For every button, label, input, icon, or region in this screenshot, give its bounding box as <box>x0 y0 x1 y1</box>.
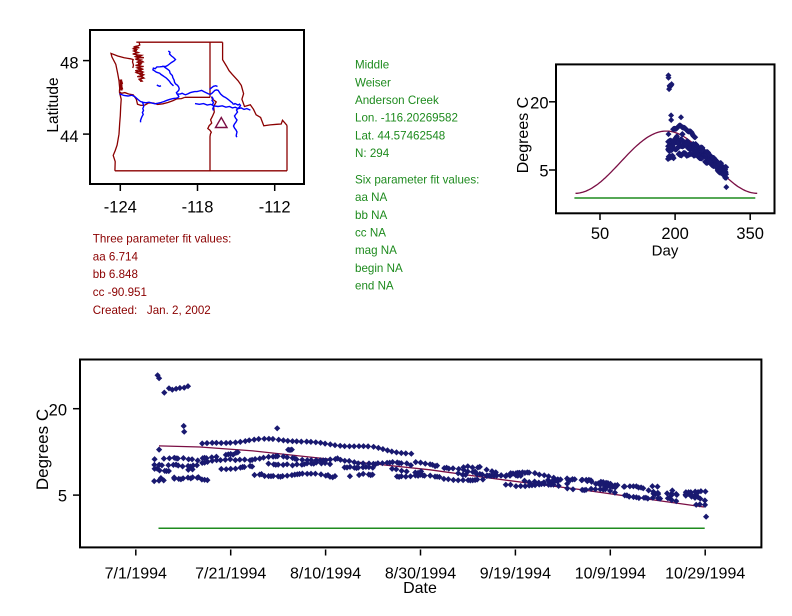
svg-text:-124: -124 <box>104 198 137 216</box>
svg-text:Middle: Middle <box>355 59 389 72</box>
svg-text:bb NA: bb NA <box>355 209 387 222</box>
svg-text:Created: Jan. 2, 2002: Created: Jan. 2, 2002 <box>93 304 211 317</box>
svg-text:Three parameter fit values:: Three parameter fit values: <box>93 232 232 245</box>
svg-text:cc NA: cc NA <box>355 227 386 240</box>
svg-text:50: 50 <box>591 225 609 243</box>
svg-text:aa 6.714: aa 6.714 <box>93 251 139 264</box>
svg-text:10/9/1994: 10/9/1994 <box>575 566 646 583</box>
svg-text:Lat. 44.57462548: Lat. 44.57462548 <box>355 129 445 142</box>
svg-text:48: 48 <box>60 55 78 73</box>
svg-text:5: 5 <box>58 488 67 506</box>
svg-text:begin NA: begin NA <box>355 262 403 275</box>
svg-text:Six parameter fit values:: Six parameter fit values: <box>355 174 479 187</box>
svg-text:350: 350 <box>736 225 764 243</box>
svg-text:20: 20 <box>530 94 548 112</box>
svg-text:7/21/1994: 7/21/1994 <box>195 566 266 583</box>
svg-text:Latitude: Latitude <box>45 77 62 132</box>
svg-text:8/10/1994: 8/10/1994 <box>290 566 361 583</box>
svg-text:44: 44 <box>60 128 78 146</box>
svg-text:-112: -112 <box>259 198 291 216</box>
svg-text:Day: Day <box>652 243 679 260</box>
svg-text:Lon. -116.20269582: Lon. -116.20269582 <box>355 112 458 125</box>
svg-text:-118: -118 <box>182 198 214 216</box>
svg-text:200: 200 <box>661 225 689 243</box>
svg-text:mag NA: mag NA <box>355 244 397 257</box>
svg-text:Anderson Creek: Anderson Creek <box>355 94 439 107</box>
svg-text:5: 5 <box>539 163 548 181</box>
svg-text:7/1/1994: 7/1/1994 <box>105 566 167 583</box>
svg-text:cc -90.951: cc -90.951 <box>93 286 147 299</box>
svg-text:Degrees C: Degrees C <box>515 97 532 173</box>
svg-text:aa NA: aa NA <box>355 191 387 204</box>
svg-text:end NA: end NA <box>355 280 394 293</box>
svg-text:Degrees C: Degrees C <box>33 409 52 490</box>
svg-text:8/30/1994: 8/30/1994 <box>385 566 456 583</box>
svg-text:Weiser: Weiser <box>355 77 391 90</box>
svg-text:bb 6.848: bb 6.848 <box>93 268 138 281</box>
svg-text:20: 20 <box>49 401 67 419</box>
svg-text:N: 294: N: 294 <box>355 147 390 160</box>
svg-text:10/29/1994: 10/29/1994 <box>665 566 745 583</box>
svg-text:9/19/1994: 9/19/1994 <box>480 566 551 583</box>
svg-text:Date: Date <box>403 580 437 597</box>
